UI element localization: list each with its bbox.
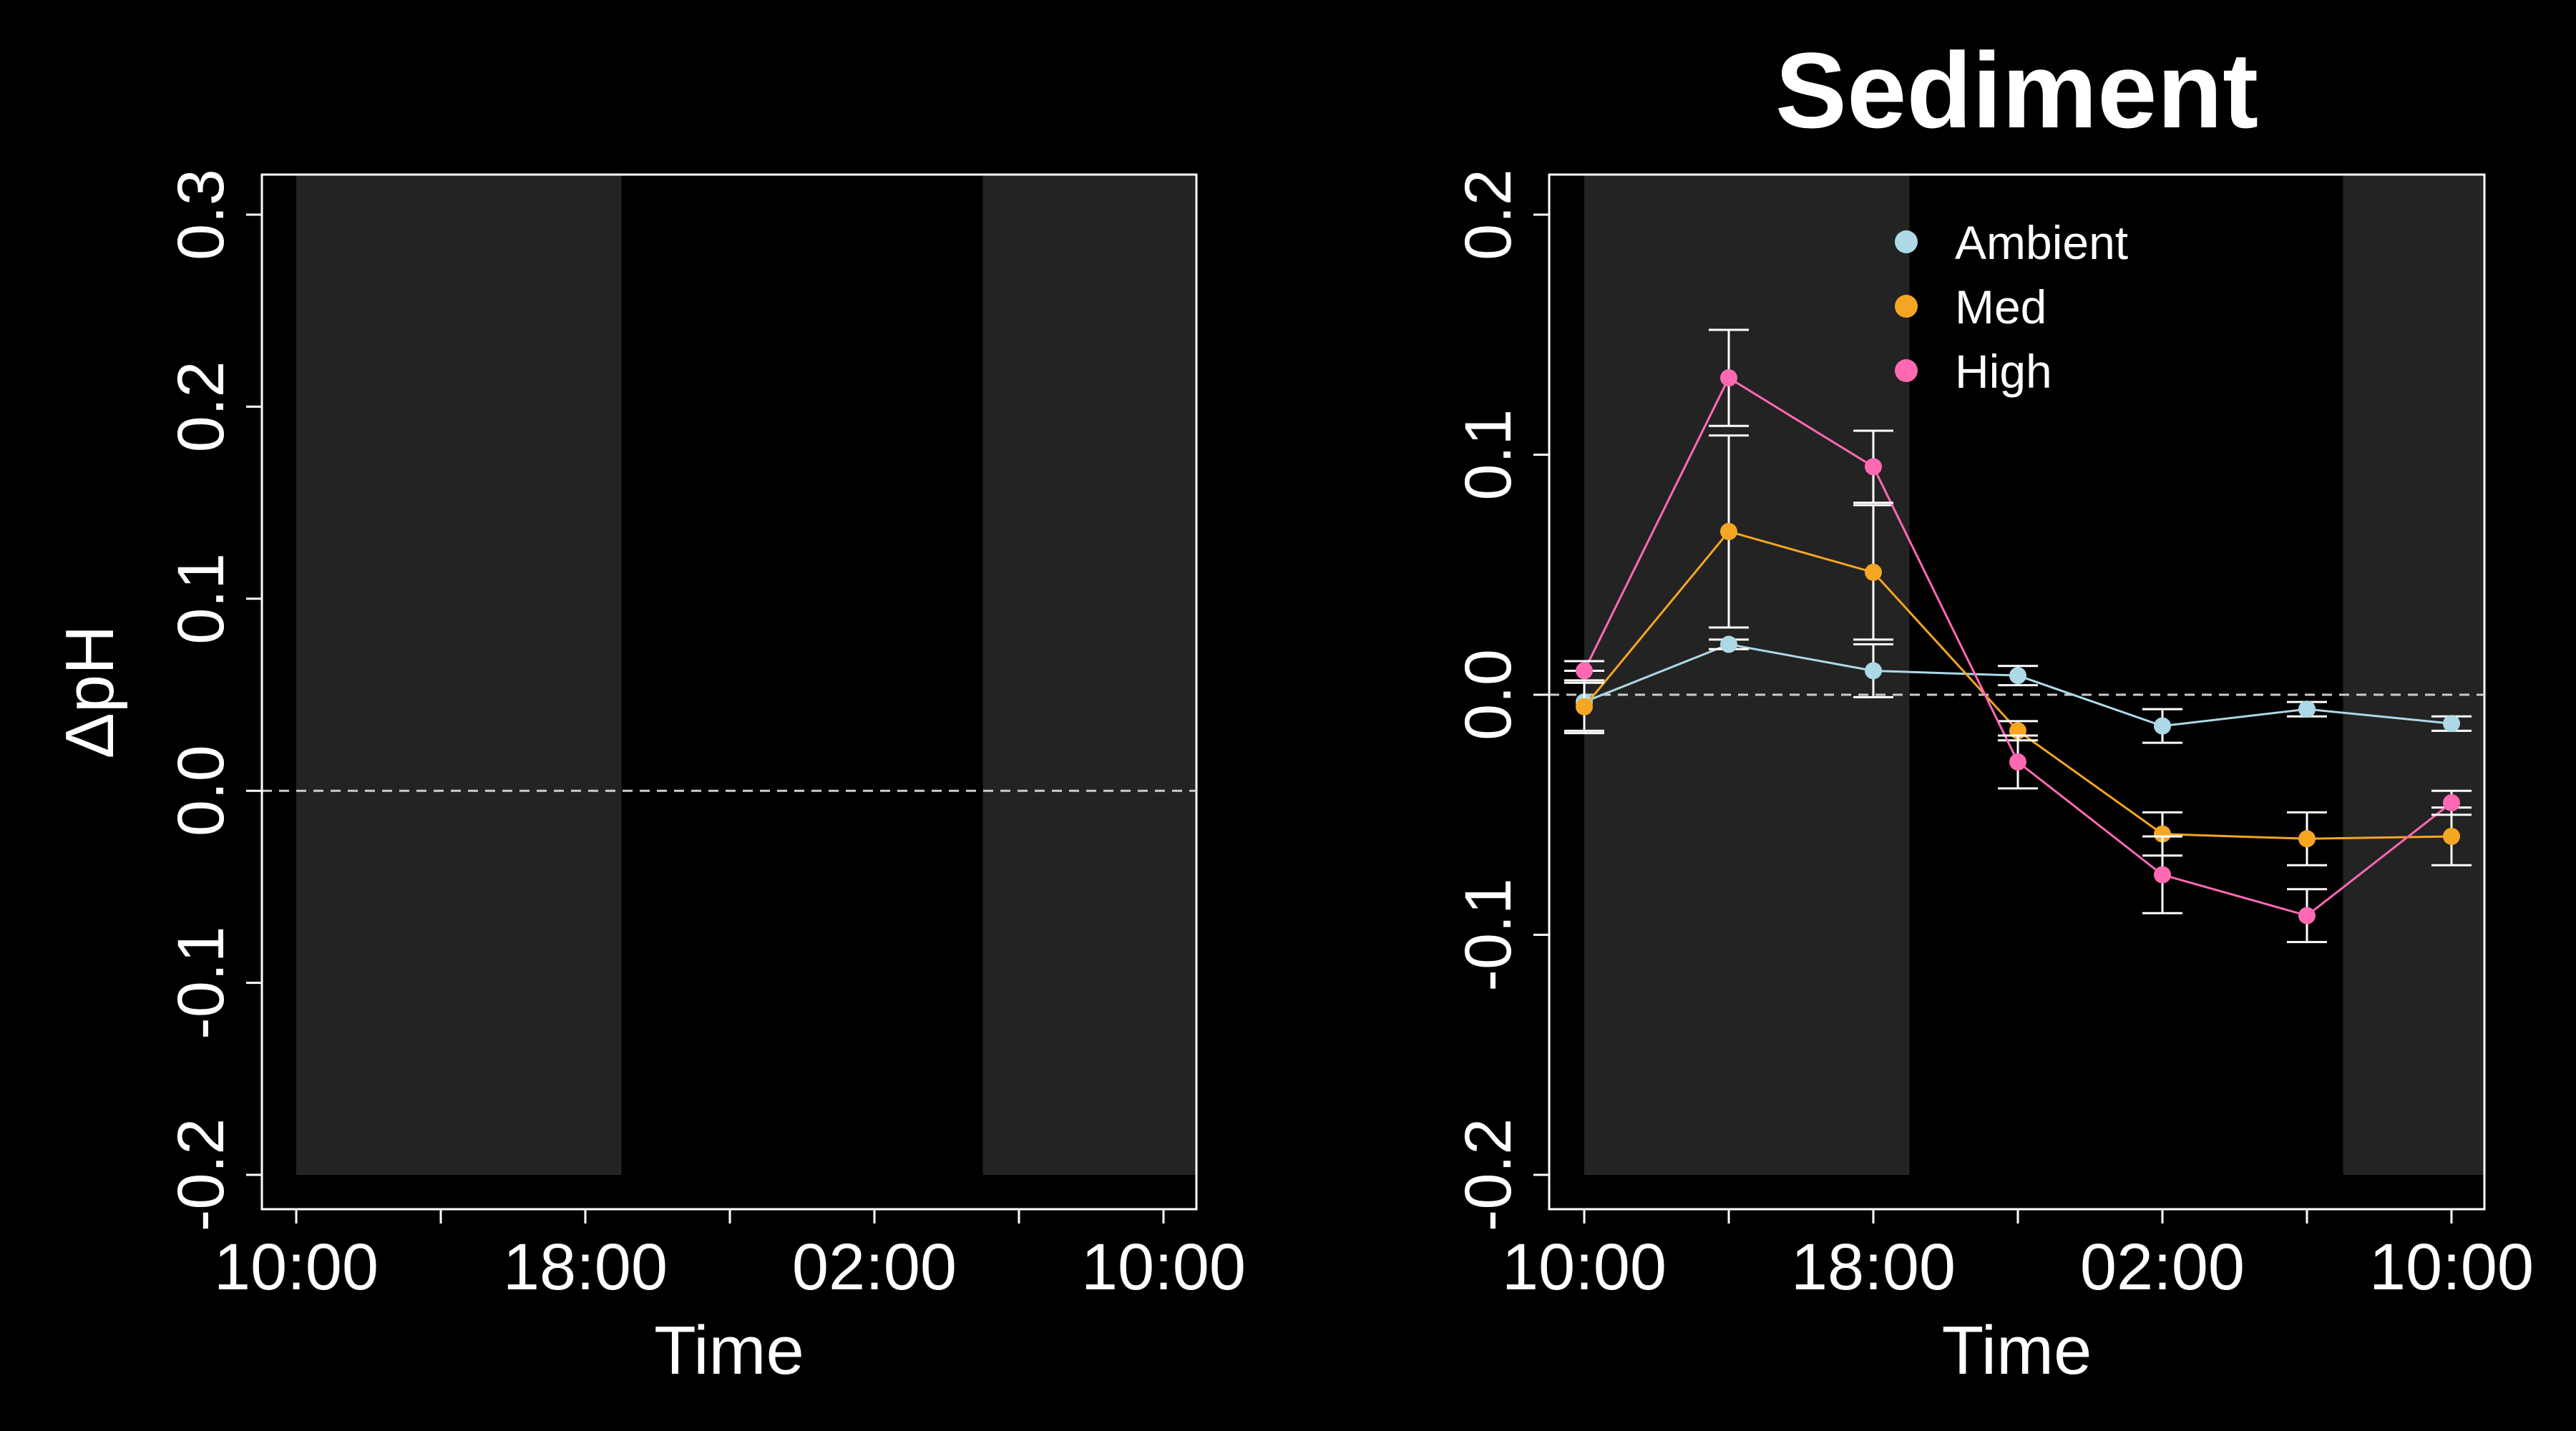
sediment-panel: 10:00 18:00 02:00 10:00-0.2-0.10.00.10.2Tim… — [1452, 30, 2534, 1389]
data-point-med — [2154, 825, 2171, 843]
night-shading-0 — [296, 175, 622, 1175]
x-tick-label: 10:00 — [214, 1231, 379, 1304]
x-tick-label: 10:00 — [1081, 1231, 1246, 1304]
data-point-high — [1576, 662, 1593, 680]
data-point-ambient — [1865, 662, 1882, 680]
x-tick-label: 10:00 — [2369, 1231, 2534, 1304]
y-tick-label: -0.2 — [165, 1118, 238, 1232]
x-tick-label: 18:00 — [503, 1231, 668, 1304]
y-tick-label: 0.1 — [1452, 409, 1525, 501]
legend-label-high: High — [1955, 345, 2052, 398]
data-point-high — [1865, 458, 1882, 476]
chart-title: Sediment — [1775, 30, 2258, 150]
data-point-high — [2154, 866, 2171, 884]
y-tick-label: 0.2 — [1452, 169, 1525, 260]
data-point-high — [2009, 753, 2026, 771]
legend-marker-med — [1895, 295, 1918, 318]
data-point-high — [2298, 907, 2316, 924]
data-point-ambient — [2009, 667, 2026, 685]
data-point-med — [2443, 827, 2460, 845]
data-point-med — [2298, 830, 2316, 848]
night-shading-0 — [1584, 175, 1910, 1175]
y-axis-title: ΔpH — [52, 625, 128, 759]
y-tick-label: -0.2 — [1452, 1118, 1525, 1232]
night-shading-1 — [982, 175, 1196, 1175]
y-tick-label: 0.2 — [165, 361, 238, 452]
x-tick-label: 02:00 — [2080, 1231, 2245, 1304]
y-tick-label: 0.0 — [1452, 649, 1525, 741]
left-panel: 10:00 18:00 02:00 10:00-0.2-0.10.00.10.20.3… — [52, 169, 1246, 1389]
legend-label-med: Med — [1955, 280, 2046, 333]
x-tick-label: 02:00 — [792, 1231, 957, 1304]
legend-marker-ambient — [1895, 230, 1918, 253]
data-point-ambient — [1720, 635, 1737, 653]
data-point-high — [1720, 369, 1737, 387]
x-axis-title: Time — [1942, 1312, 2092, 1389]
y-tick-label: 0.1 — [165, 553, 238, 645]
y-tick-label: 0.3 — [165, 169, 238, 260]
y-tick-label: -0.1 — [1452, 878, 1525, 992]
legend-marker-high — [1895, 359, 1918, 382]
x-tick-label: 18:00 — [1791, 1231, 1956, 1304]
data-point-ambient — [2443, 715, 2460, 733]
y-tick-label: -0.1 — [165, 926, 238, 1040]
legend-label-ambient: Ambient — [1955, 216, 2128, 269]
x-axis-title: Time — [654, 1312, 804, 1389]
data-point-med — [1720, 522, 1737, 540]
x-tick-label: 10:00 — [1502, 1231, 1667, 1304]
data-point-ambient — [2154, 717, 2171, 735]
data-point-high — [2443, 793, 2460, 811]
data-point-ambient — [2298, 700, 2316, 718]
night-shading-1 — [2343, 175, 2484, 1175]
y-tick-label: 0.0 — [165, 745, 238, 836]
data-point-med — [1865, 563, 1882, 581]
data-point-med — [1576, 698, 1593, 716]
